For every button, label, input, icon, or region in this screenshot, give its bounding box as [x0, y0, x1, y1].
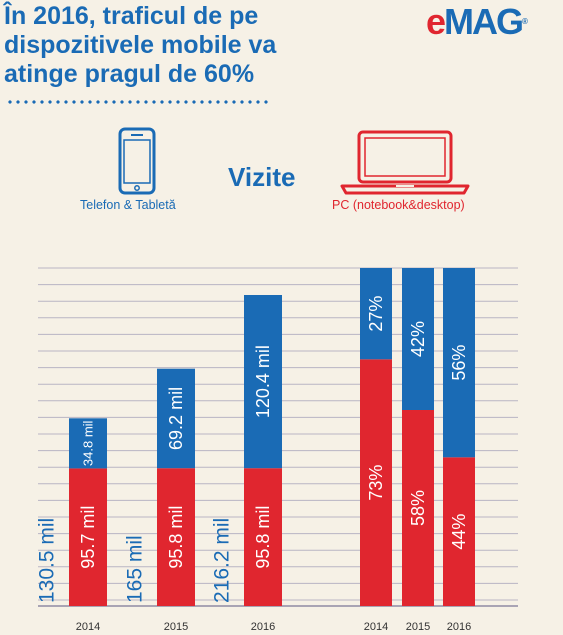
bar-visits-pc-2015: [157, 468, 195, 606]
tick-label: 2014: [76, 621, 100, 633]
total-label-2014: 130.5 mil: [36, 518, 59, 603]
tick-label: 2016: [447, 621, 471, 633]
total-label-2015: 165 mil: [124, 535, 147, 603]
bar-share-pc-2016: [443, 457, 475, 606]
data-label-mobile-2015: 69.2 mil: [166, 387, 186, 450]
data-label-mobile-2014: 34.8 mil: [81, 420, 96, 466]
emag-logo: eMAG®: [426, 2, 528, 42]
laptop-icon: [340, 130, 470, 195]
logo-word: MAG: [444, 1, 524, 42]
legend-pc-label: PC (notebook&desktop): [332, 198, 465, 212]
title-line-2: dispozitivele mobile va: [4, 31, 277, 59]
legend-mobile-label: Telefon & Tabletă: [80, 198, 176, 212]
tick-label: 2015: [164, 621, 188, 633]
bar-visits-mobile-2016: [244, 295, 282, 469]
dotted-divider: [6, 100, 268, 104]
smartphone-icon: [118, 127, 156, 195]
tick-label: 2014: [364, 621, 388, 633]
data-label-pc-2016: 95.8 mil: [253, 506, 273, 569]
bar-visits-mobile-2015: [157, 368, 195, 469]
data-label-mobile-2014: 27%: [366, 296, 386, 332]
bar-visits-pc-2016: [244, 468, 282, 606]
legend-center-label: Vizite: [228, 162, 296, 192]
data-label-pc-2015: 95.8 mil: [166, 506, 186, 569]
logo-mark: e: [426, 1, 446, 42]
bar-share-pc-2014: [360, 359, 392, 606]
title-line-3: atinge pragul de 60%: [4, 60, 255, 88]
tick-label: 2016: [251, 621, 275, 633]
total-label-2016: 216.2 mil: [211, 518, 234, 603]
data-label-mobile-2016: 120.4 mil: [253, 345, 273, 418]
data-label-mobile-2016: 56%: [449, 345, 469, 381]
data-label-pc-2015: 58%: [408, 490, 428, 526]
bar-share-mobile-2014: [360, 268, 392, 360]
bar-share-mobile-2016: [443, 268, 475, 458]
bar-share-pc-2015: [402, 410, 434, 606]
data-label-pc-2014: 95.7 mil: [78, 506, 98, 569]
bar-visits-mobile-2014: [69, 418, 107, 469]
data-label-pc-2016: 44%: [449, 514, 469, 550]
data-label-pc-2014: 73%: [366, 465, 386, 501]
bar-visits-pc-2014: [69, 468, 107, 606]
data-label-mobile-2015: 42%: [408, 321, 428, 357]
bar-share-mobile-2015: [402, 268, 434, 410]
page-title: În 2016, traficul de pe dispozitivele mo…: [4, 2, 424, 89]
logo-reg-mark: ®: [522, 17, 528, 26]
tick-label: 2015: [406, 621, 430, 633]
title-line-1: În 2016, traficul de pe: [4, 2, 259, 30]
